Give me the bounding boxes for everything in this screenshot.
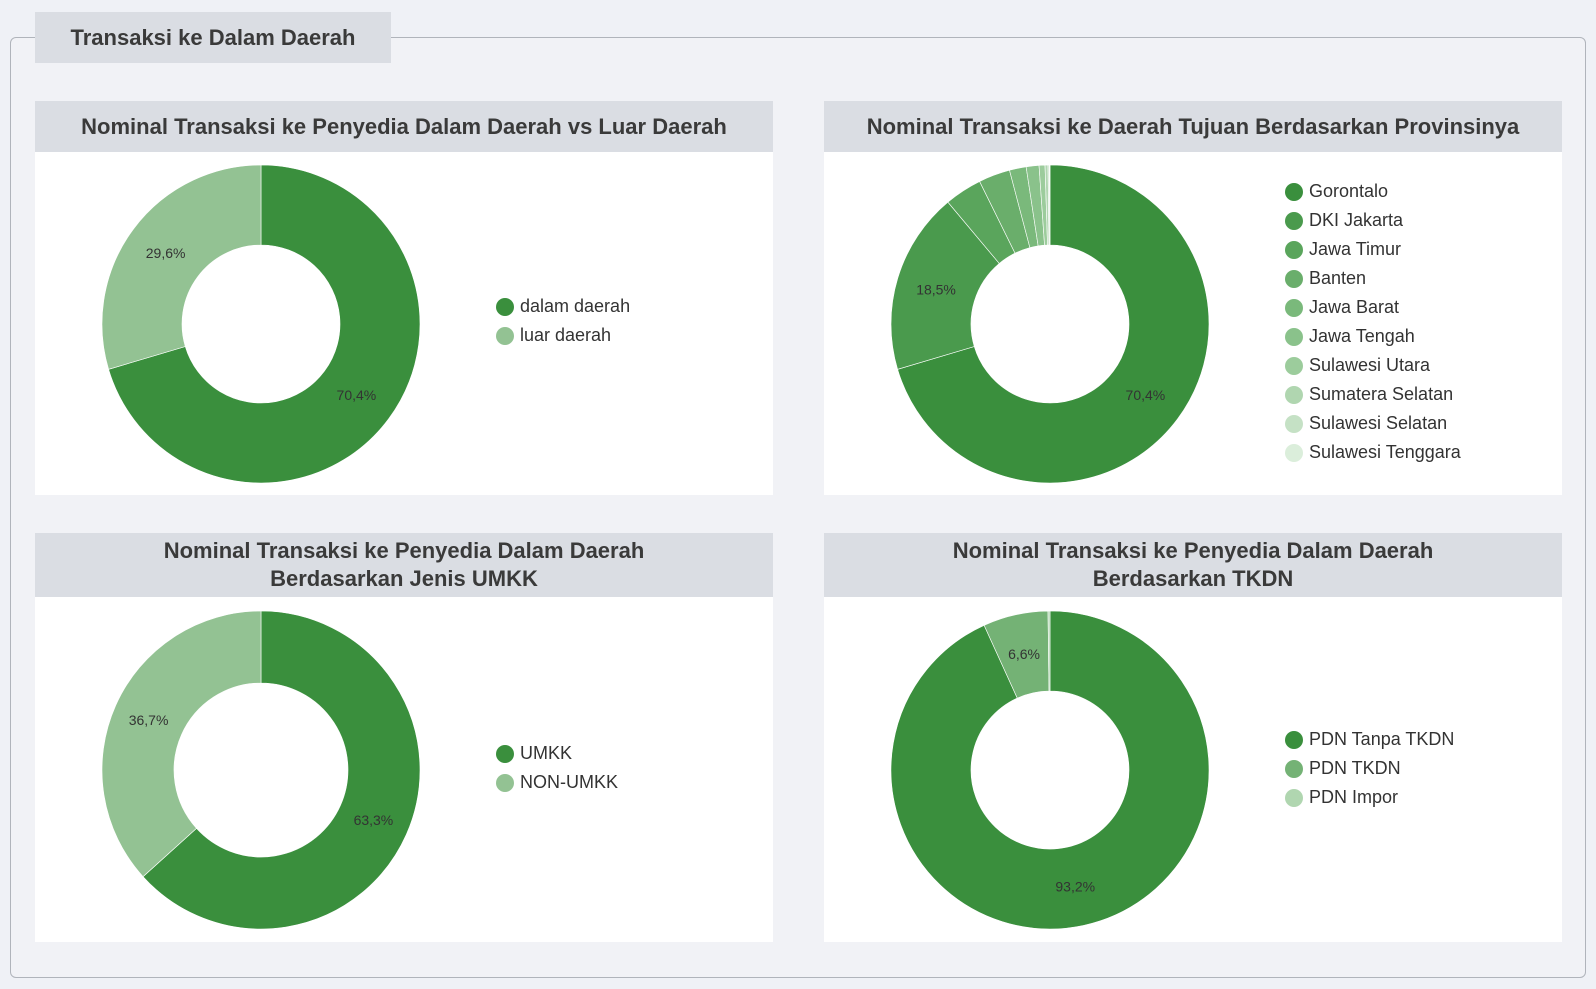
legend-item[interactable]: DKI Jakarta	[1285, 206, 1461, 235]
chart-title-line: Nominal Transaksi ke Daerah Tujuan Berda…	[866, 113, 1520, 139]
legend-label: NON-UMKK	[520, 772, 618, 792]
legend-swatch	[1285, 240, 1303, 259]
legend-item[interactable]: dalam daerah	[496, 292, 630, 321]
legend-item[interactable]: PDN TKDN	[1285, 754, 1454, 783]
slice-non-umkk[interactable]	[101, 610, 262, 878]
legend-swatch	[1285, 788, 1303, 807]
chart-card-tkdn: Nominal Transaksi ke Penyedia Dalam Daer…	[824, 533, 1562, 942]
legend-label: PDN Tanpa TKDN	[1309, 729, 1455, 749]
slice-value-label: 70,4%	[337, 387, 377, 403]
legend-item[interactable]: PDN Impor	[1285, 783, 1454, 812]
legend-swatch	[1285, 327, 1303, 346]
legend-label: Sulawesi Tenggara	[1309, 442, 1461, 462]
legend-item[interactable]: Jawa Tengah	[1285, 322, 1461, 351]
chart-legend: dalam daerah luar daerah	[496, 292, 630, 350]
legend-swatch	[1285, 182, 1303, 201]
legend-swatch	[1285, 414, 1303, 433]
legend-swatch	[1285, 730, 1303, 749]
donut-chart: 70,4% 29,6%	[101, 164, 421, 484]
legend-label: DKI Jakarta	[1309, 210, 1404, 230]
chart-legend: UMKK NON-UMKK	[496, 739, 618, 797]
legend-label: dalam daerah	[520, 296, 631, 316]
legend-swatch	[1285, 211, 1303, 230]
slice-gorontalo[interactable]	[897, 164, 1210, 484]
chart-card-umkk: Nominal Transaksi ke Penyedia Dalam Daer…	[35, 533, 773, 942]
chart-title-line: Berdasarkan TKDN	[1092, 566, 1294, 591]
slice-value-label: 63,3%	[354, 812, 394, 828]
legend-item[interactable]: Sumatera Selatan	[1285, 380, 1461, 409]
legend-swatch	[1285, 759, 1303, 778]
legend-label: Jawa Tengah	[1309, 326, 1415, 346]
legend-label: Jawa Timur	[1309, 239, 1402, 259]
legend-item[interactable]: UMKK	[496, 739, 618, 768]
legend-item[interactable]: Gorontalo	[1285, 177, 1461, 206]
legend-item[interactable]: PDN Tanpa TKDN	[1285, 725, 1454, 754]
chart-legend: PDN Tanpa TKDN PDN TKDN PDN Impor	[1285, 725, 1454, 812]
legend-swatch	[496, 744, 514, 763]
legend-item[interactable]: Banten	[1285, 264, 1461, 293]
slice-dki-jakarta[interactable]	[890, 201, 1000, 370]
chart-title: Nominal Transaksi ke Daerah Tujuan Berda…	[824, 101, 1562, 152]
donut-chart: 93,2% 6,6%	[890, 610, 1210, 930]
chart-legend: Gorontalo DKI Jakarta Jawa Timur Banten Jawa…	[1285, 177, 1461, 467]
slice-luar-daerah[interactable]	[101, 164, 262, 370]
slice-pdn-impor[interactable]	[1047, 610, 1051, 692]
legend-item[interactable]: Sulawesi Utara	[1285, 351, 1461, 380]
chart-title-line: Nominal Transaksi ke Penyedia Dalam Daer…	[163, 538, 645, 563]
legend-swatch	[496, 297, 514, 316]
legend-swatch	[1285, 356, 1303, 375]
slice-pdn-tanpa-tkdn[interactable]	[890, 610, 1210, 930]
chart-title-line: Berdasarkan Jenis UMKK	[270, 566, 538, 591]
chart-title: Nominal Transaksi ke Penyedia Dalam Daer…	[824, 533, 1562, 597]
legend-item[interactable]: Jawa Barat	[1285, 293, 1461, 322]
donut-chart: 70,4% 18,5%	[890, 164, 1210, 484]
chart-title-line: Nominal Transaksi ke Penyedia Dalam Daer…	[952, 538, 1434, 563]
chart-card-dalam-vs-luar: Nominal Transaksi ke Penyedia Dalam Daer…	[35, 101, 773, 495]
chart-title: Nominal Transaksi ke Penyedia Dalam Daer…	[35, 533, 773, 597]
legend-label: luar daerah	[520, 325, 612, 345]
donut-chart: 63,3% 36,7%	[101, 610, 421, 930]
legend-swatch	[1285, 269, 1303, 288]
section-title: Transaksi ke Dalam Daerah	[35, 12, 391, 63]
legend-swatch	[496, 773, 514, 792]
slice-umkk[interactable]	[142, 610, 421, 930]
slice-value-label: 36,7%	[129, 712, 169, 728]
legend-swatch	[1285, 385, 1303, 404]
slice-value-label: 6,6%	[1008, 646, 1040, 662]
legend-item[interactable]: Jawa Timur	[1285, 235, 1461, 264]
chart-title: Nominal Transaksi ke Penyedia Dalam Daer…	[35, 101, 773, 152]
legend-label: Banten	[1309, 268, 1367, 288]
legend-label: UMKK	[520, 743, 573, 763]
legend-label: Sulawesi Selatan	[1309, 413, 1448, 433]
slice-value-label: 93,2%	[1055, 878, 1095, 894]
legend-label: PDN Impor	[1309, 787, 1399, 807]
legend-label: Gorontalo	[1309, 181, 1389, 201]
legend-swatch	[1285, 298, 1303, 317]
legend-label: Sulawesi Utara	[1309, 355, 1431, 375]
legend-item[interactable]: NON-UMKK	[496, 768, 618, 797]
slice-value-label: 70,4%	[1126, 387, 1166, 403]
chart-title-line: Nominal Transaksi ke Penyedia Dalam Daer…	[81, 113, 727, 139]
legend-label: Jawa Barat	[1309, 297, 1400, 317]
slice-value-label: 29,6%	[146, 245, 186, 261]
legend-item[interactable]: Sulawesi Tenggara	[1285, 438, 1461, 467]
slice-value-label: 18,5%	[916, 282, 956, 298]
legend-item[interactable]: Sulawesi Selatan	[1285, 409, 1461, 438]
chart-card-provinsi: Nominal Transaksi ke Daerah Tujuan Berda…	[824, 101, 1562, 495]
legend-swatch	[496, 326, 514, 345]
legend-label: Sumatera Selatan	[1309, 384, 1454, 404]
legend-swatch	[1285, 443, 1303, 462]
legend-item[interactable]: luar daerah	[496, 321, 630, 350]
slice-dalam-daerah[interactable]	[108, 164, 421, 484]
legend-label: PDN TKDN	[1309, 758, 1401, 778]
